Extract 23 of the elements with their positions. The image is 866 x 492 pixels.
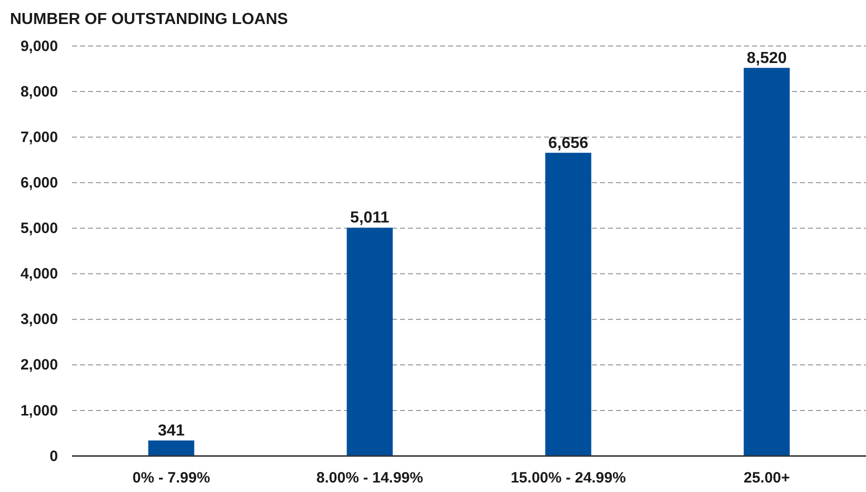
data-label: 6,656	[548, 134, 588, 152]
bar	[148, 440, 194, 456]
y-tick-label: 1,000	[20, 402, 58, 420]
x-tick-label: 0% - 7.99%	[132, 470, 210, 487]
y-tick-label: 6,000	[20, 174, 58, 192]
data-label: 5,011	[350, 210, 390, 227]
y-tick-label: 4,000	[20, 266, 58, 283]
bar	[346, 228, 393, 456]
data-label: 341	[158, 422, 185, 440]
chart-title: NUMBER OF OUTSTANDING LOANS	[10, 11, 288, 28]
x-tick-label: 15.00% - 24.99%	[510, 470, 626, 487]
y-tick-label: 2,000	[20, 356, 58, 374]
y-tick-label: 9,000	[20, 38, 58, 55]
y-tick-label: 5,000	[20, 220, 58, 238]
x-tick-label: 8.00% - 14.99%	[316, 470, 424, 487]
y-tick-label: 0	[50, 448, 58, 465]
data-label: 8,520	[746, 50, 787, 67]
y-tick-label: 3,000	[20, 311, 58, 328]
y-tick-label: 8,000	[20, 83, 58, 100]
y-tick-label: 7,000	[20, 128, 58, 146]
x-tick-label: 25.00+	[744, 470, 790, 487]
bar	[744, 68, 790, 456]
bar	[545, 152, 592, 456]
